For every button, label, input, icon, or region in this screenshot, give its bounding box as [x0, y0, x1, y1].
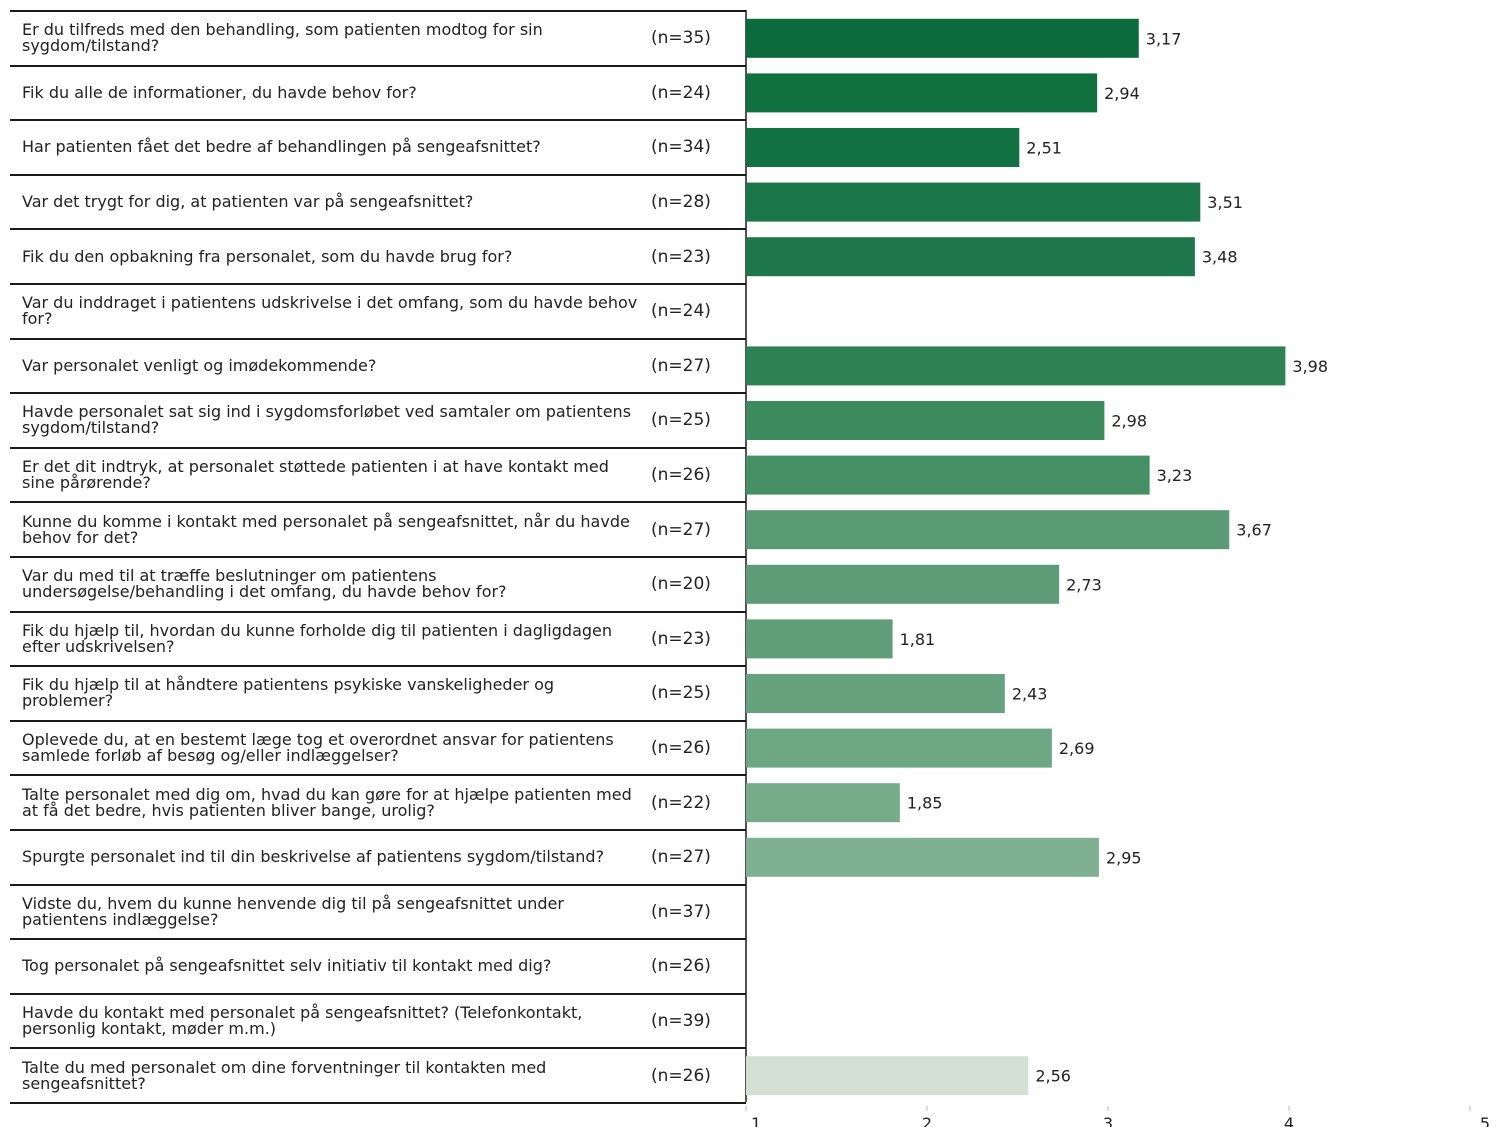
bar — [746, 564, 1060, 604]
value-label: 3,23 — [1157, 466, 1193, 485]
bar — [746, 346, 1286, 386]
bar — [746, 1056, 1029, 1096]
bar — [746, 401, 1105, 440]
row-separator — [10, 556, 746, 558]
row-separator — [10, 883, 746, 886]
value-label: 2,95 — [1106, 848, 1142, 867]
question-label: Kunne du komme i kontakt med personalet … — [22, 511, 630, 547]
n-count-label: (n=39) — [651, 1011, 711, 1032]
row-separator — [10, 1102, 746, 1104]
bar — [746, 128, 1020, 167]
bar — [746, 674, 1005, 713]
n-count-label: (n=27) — [651, 355, 711, 376]
value-label: 2,98 — [1111, 412, 1147, 431]
value-label: 3,67 — [1236, 521, 1272, 540]
question-label: Var personalet venligt og imødekommende? — [22, 355, 377, 375]
row-separator — [10, 64, 746, 67]
row-separator — [10, 829, 746, 831]
row-separator — [10, 719, 746, 722]
value-label: 2,73 — [1066, 575, 1102, 594]
value-label: 3,17 — [1146, 29, 1182, 48]
value-label: 1,85 — [907, 794, 943, 813]
n-count-label: (n=20) — [651, 574, 711, 595]
question-label: Er det dit indtryk, at personalet støtte… — [22, 457, 609, 493]
row-separator — [10, 774, 746, 777]
n-count-label: (n=28) — [651, 192, 711, 213]
n-count-label: (n=27) — [651, 519, 711, 540]
value-label: 3,51 — [1207, 193, 1243, 212]
value-label: 2,43 — [1012, 685, 1048, 704]
question-label: Er du tilfreds med den behandling, som p… — [22, 20, 543, 56]
question-label: Var det trygt for dig, at patienten var … — [22, 192, 474, 212]
bar — [746, 18, 1139, 58]
question-label: Fik du hjælp til at håndtere patientens … — [22, 675, 555, 711]
n-count-label: (n=25) — [651, 683, 711, 704]
n-count-label: (n=26) — [651, 738, 711, 759]
question-label: Havde personalet sat sig ind i sygdomsfo… — [22, 402, 632, 438]
n-count-label: (n=35) — [651, 28, 711, 49]
bar — [746, 728, 1052, 768]
bar — [746, 73, 1098, 113]
row-separator — [10, 119, 746, 122]
row-separator — [10, 992, 746, 995]
n-count-label: (n=37) — [651, 901, 711, 922]
bar — [746, 510, 1230, 550]
row-separator — [10, 501, 746, 504]
bar — [746, 619, 893, 659]
n-count-label: (n=24) — [651, 82, 711, 103]
n-count-label: (n=23) — [651, 246, 711, 267]
x-tick-label: 5 — [1480, 1114, 1490, 1127]
row-separator — [10, 337, 746, 340]
row-separator — [10, 1047, 746, 1050]
question-label: Var du inddraget i patientens udskrivels… — [22, 293, 638, 329]
question-label: Fik du hjælp til, hvordan du kunne forho… — [22, 620, 613, 656]
row-separator — [10, 446, 746, 449]
question-label: Fik du den opbakning fra personalet, som… — [22, 246, 513, 266]
bar — [746, 455, 1150, 495]
row-separator — [10, 228, 746, 231]
x-tick-label: 1 — [751, 1114, 761, 1127]
n-count-label: (n=23) — [651, 628, 711, 649]
question-label: Tog personalet på sengeafsnittet selv in… — [22, 956, 552, 976]
value-label: 2,56 — [1035, 1067, 1071, 1086]
bar — [746, 237, 1195, 277]
value-label: 3,98 — [1292, 357, 1328, 376]
row-separator — [10, 392, 746, 395]
value-label: 2,69 — [1059, 739, 1095, 758]
n-count-label: (n=34) — [651, 137, 711, 158]
question-label: Havde du kontakt med personalet på senge… — [22, 1003, 583, 1039]
row-separator — [10, 173, 746, 176]
x-tick-label: 4 — [1284, 1114, 1294, 1127]
value-label: 2,94 — [1104, 84, 1140, 103]
row-separator — [10, 665, 746, 668]
question-label: Spurgte personalet ind til din beskrivel… — [22, 847, 605, 867]
question-label: Var du med til at træffe beslutninger om… — [22, 566, 507, 602]
question-label: Har patienten fået det bedre af behandli… — [22, 137, 541, 157]
n-count-label: (n=22) — [651, 792, 711, 813]
row-separator — [10, 10, 746, 12]
value-label: 1,81 — [900, 630, 936, 649]
value-label: 3,48 — [1202, 248, 1238, 267]
bar — [746, 783, 900, 823]
x-tick-label: 2 — [922, 1114, 932, 1127]
bar — [746, 837, 1099, 877]
n-count-label: (n=26) — [651, 1065, 711, 1086]
value-label: 2,51 — [1026, 139, 1062, 158]
n-count-label: (n=26) — [651, 956, 711, 977]
n-count-label: (n=25) — [651, 410, 711, 431]
row-separator — [10, 938, 746, 941]
question-label: Fik du alle de informationer, du havde b… — [22, 82, 417, 102]
row-separator — [10, 610, 746, 613]
question-label: Talte personalet med dig om, hvad du kan… — [22, 784, 632, 820]
x-tick-label: 3 — [1103, 1114, 1113, 1127]
bar — [746, 182, 1201, 222]
n-count-label: (n=26) — [651, 465, 711, 486]
row-separator — [10, 283, 746, 285]
n-count-label: (n=24) — [651, 301, 711, 322]
n-count-label: (n=27) — [651, 847, 711, 868]
question-label: Oplevede du, at en bestemt læge tog et o… — [22, 730, 614, 766]
question-label: Talte du med personalet om dine forventn… — [22, 1057, 547, 1093]
question-label: Vidste du, hvem du kunne henvende dig ti… — [22, 893, 564, 929]
